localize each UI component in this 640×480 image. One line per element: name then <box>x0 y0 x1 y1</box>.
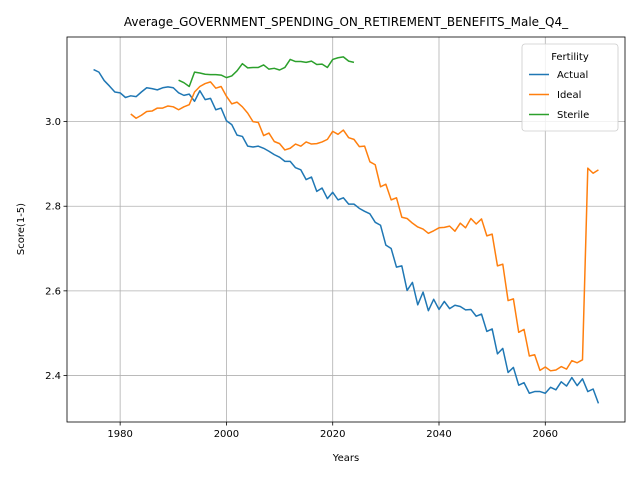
y-tick-label: 2.8 <box>45 202 61 213</box>
x-tick-label: 2060 <box>533 429 558 440</box>
x-axis-label: Years <box>332 453 359 464</box>
legend: Fertility Actual Ideal Sterile <box>522 44 618 131</box>
legend-label-sterile: Sterile <box>557 110 589 121</box>
y-tick-label: 3.0 <box>45 117 61 128</box>
x-tick-label: 2020 <box>320 429 345 440</box>
legend-label-actual: Actual <box>557 70 588 81</box>
y-tick-label: 2.4 <box>45 371 61 382</box>
legend-label-ideal: Ideal <box>557 90 581 101</box>
legend-title: Fertility <box>551 52 589 63</box>
x-tick-label: 1980 <box>107 429 132 440</box>
y-axis-label: Score(1-5) <box>16 203 27 255</box>
chart-title: Average_GOVERNMENT_SPENDING_ON_RETIREMEN… <box>124 15 569 29</box>
x-tick-label: 2040 <box>426 429 451 440</box>
y-tick-label: 2.6 <box>45 286 61 297</box>
x-tick-label: 2000 <box>214 429 239 440</box>
